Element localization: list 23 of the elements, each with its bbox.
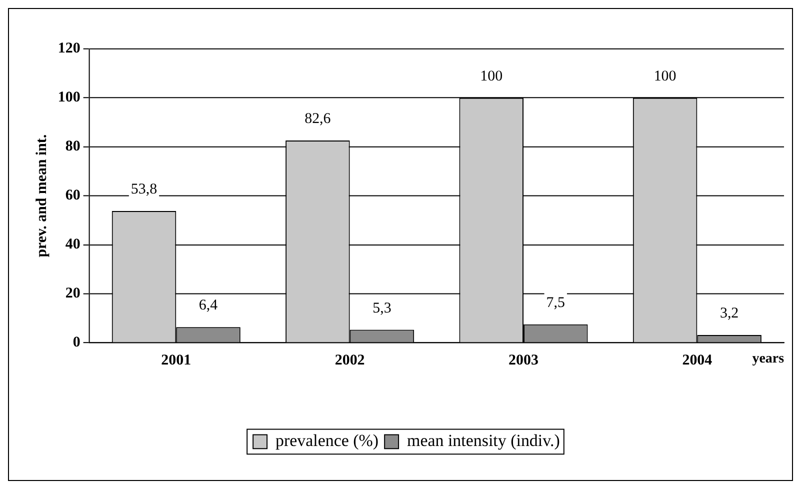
data-label: 7,5 xyxy=(546,294,565,311)
y-tick-label: 100 xyxy=(58,90,80,106)
data-label: 5,3 xyxy=(372,300,392,316)
x-tick-label: 2001 xyxy=(161,352,192,369)
data-label: 100 xyxy=(654,68,676,84)
data-label: 53,8 xyxy=(130,182,158,198)
y-axis-title: prev. and mean int. xyxy=(34,134,50,258)
y-tick-label: 20 xyxy=(65,286,80,302)
x-tick-label: 2002 xyxy=(334,352,365,369)
legend-label: mean intensity (indiv.) xyxy=(407,431,560,450)
y-tick-label: 120 xyxy=(58,40,80,57)
y-tick-label: 0 xyxy=(72,334,80,351)
y-tick-label: 80 xyxy=(65,138,80,155)
data-label: 82,6 xyxy=(304,110,332,127)
x-tick-label: 2003 xyxy=(508,352,538,369)
y-tick-label: 40 xyxy=(65,236,80,253)
data-label: 100 xyxy=(480,68,503,84)
x-tick-label: 2004 xyxy=(682,352,713,369)
data-label: 6,4 xyxy=(198,298,218,314)
x-axis-title: years xyxy=(752,352,785,367)
data-label: 3,2 xyxy=(720,305,739,322)
y-tick-label: 60 xyxy=(65,188,80,204)
legend-label: prevalence (%) xyxy=(276,431,379,450)
